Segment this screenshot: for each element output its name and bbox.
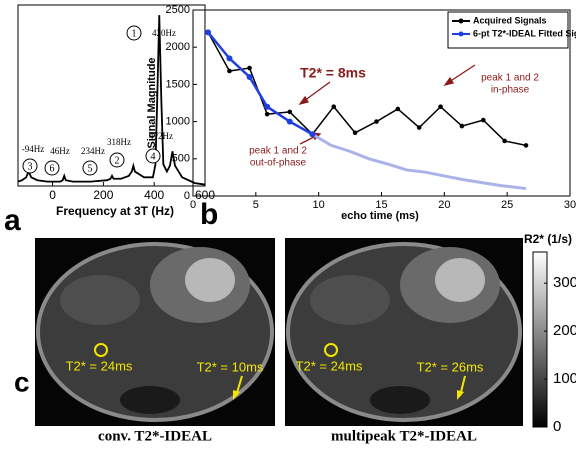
image-caption: conv. T2*-IDEAL	[98, 428, 212, 444]
series-marker	[395, 106, 401, 112]
peak-label: 420Hz	[152, 28, 176, 38]
series-marker	[416, 125, 422, 130]
peak-number: 6	[50, 163, 55, 174]
series-marker	[226, 55, 233, 62]
x-tick-label: 15	[375, 199, 387, 211]
series-marker	[264, 111, 270, 117]
x-axis-label: echo time (ms)	[341, 210, 419, 222]
series-marker	[331, 104, 337, 110]
x-tick-label: 30	[564, 199, 576, 211]
x-tick-label: 20	[438, 199, 450, 211]
legend-box	[447, 11, 569, 49]
annotation: peak 1 and 2	[481, 73, 539, 84]
annotation: T2* = 8ms	[300, 65, 366, 81]
x-tick-label: 5	[253, 199, 259, 211]
series-marker	[227, 68, 232, 74]
annotation: peak 1 and 2	[249, 146, 307, 157]
series-marker	[309, 131, 316, 138]
x-tick-label: 600	[195, 188, 215, 202]
y-tick-label: 1500	[166, 78, 190, 90]
mr-image	[285, 238, 523, 426]
peak-label: -94Hz	[22, 144, 45, 154]
image-annotation: T2* = 10ms	[197, 359, 264, 374]
peak-circle	[126, 25, 142, 41]
peak-label: 234Hz	[81, 146, 105, 156]
x-tick-label: 10	[313, 199, 325, 211]
peak-label: 318Hz	[107, 137, 131, 147]
peak-number: 2	[115, 155, 120, 166]
series-marker	[459, 123, 465, 129]
axes-frame	[17, 4, 206, 187]
colorbar-title: R2* (1/s)	[524, 232, 572, 246]
series-marker	[352, 130, 358, 136]
y-tick-label: 0	[184, 190, 190, 202]
x-tick-label: 25	[501, 199, 513, 211]
colorbar-tick-label: 300	[553, 274, 576, 291]
panel-label: c	[14, 366, 30, 397]
peak-number: 1	[132, 28, 137, 39]
annotation: in-phase	[491, 85, 530, 96]
legend-label: Acquired Signals	[473, 15, 547, 25]
peak-number: 4	[151, 151, 156, 162]
series-marker	[205, 29, 212, 36]
peak-circle	[145, 148, 161, 164]
image-annotation: T2* = 26ms	[417, 359, 484, 374]
y-tick-label: 500	[172, 153, 190, 165]
peak-label: 46Hz	[50, 146, 70, 156]
peak-circle	[22, 158, 38, 174]
spectrum-line	[17, 15, 206, 186]
colorbar-tick-label: 200	[553, 322, 576, 339]
peak-circle	[82, 160, 98, 176]
x-tick-label: 400	[144, 188, 164, 202]
peak-label: 472Hz	[149, 131, 173, 141]
panel-label: a	[4, 204, 21, 237]
x-tick-label: 200	[93, 188, 113, 202]
x-axis-label: Frequency at 3T (Hz)	[56, 204, 174, 218]
y-tick-label: 1000	[166, 116, 190, 128]
series-marker	[287, 109, 293, 115]
colorbar-tick-label: 100	[553, 370, 576, 387]
peak-circle	[109, 152, 125, 168]
peak-number: 3	[28, 161, 33, 172]
y-axis-label: Signal Magnitude	[146, 57, 158, 148]
image-caption: multipeak T2*-IDEAL	[331, 428, 477, 444]
series-marker	[247, 65, 252, 71]
series-marker	[246, 73, 253, 80]
series-marker	[264, 103, 271, 110]
panel-label: b	[200, 198, 218, 231]
annotation: out-of-phase	[250, 158, 307, 169]
series-marker	[480, 117, 486, 123]
x-tick-label: 0	[190, 199, 196, 211]
series-marker	[374, 119, 379, 124]
series-marker	[523, 143, 529, 148]
x-tick-label: 0	[49, 188, 56, 202]
series-line	[207, 31, 313, 136]
mr-image	[35, 238, 275, 426]
colorbar	[532, 251, 548, 428]
peak-number: 5	[88, 163, 93, 174]
series-marker	[438, 104, 443, 110]
legend-label: 6-pt T2*-IDEAL Fitted Signals	[473, 28, 576, 38]
colorbar-tick-label: 0	[553, 418, 561, 435]
legend-marker	[458, 18, 464, 24]
series-marker	[502, 138, 507, 144]
image-annotation: T2* = 24ms	[296, 358, 363, 373]
series-marker	[286, 118, 293, 125]
legend-marker	[458, 31, 464, 37]
series-line	[311, 132, 527, 191]
peak-circle	[44, 160, 60, 176]
y-tick-label: 2500	[166, 4, 190, 16]
image-annotation: T2* = 24ms	[66, 358, 133, 373]
y-tick-label: 2000	[166, 41, 190, 53]
